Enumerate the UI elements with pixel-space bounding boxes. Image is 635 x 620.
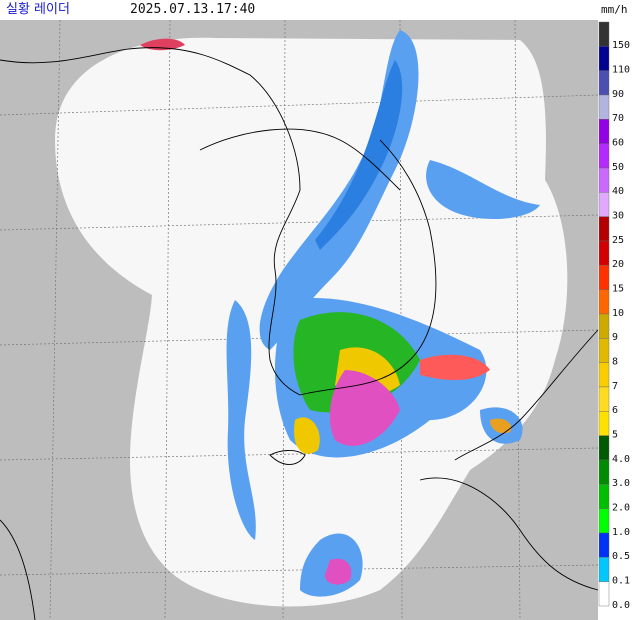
legend-label: 90 — [612, 89, 624, 100]
legend-swatch — [598, 119, 610, 144]
legend-swatch — [598, 411, 610, 436]
echoes — [140, 30, 540, 597]
legend-swatch — [598, 70, 610, 96]
legend-swatch — [598, 386, 610, 412]
legend-label: 15 — [612, 283, 624, 294]
legend-swatch — [598, 532, 610, 558]
legend-swatch — [598, 459, 610, 485]
timestamp: 2025.07.13.17:40 — [130, 2, 256, 17]
legend-swatch — [598, 508, 610, 534]
legend-label: 3.0 — [612, 478, 630, 489]
legend-swatch — [598, 46, 610, 71]
legend-swatch — [598, 167, 610, 193]
legend-swatch — [598, 240, 610, 266]
legend-label: 150 — [612, 40, 630, 51]
legend-swatch — [598, 338, 610, 363]
legend-label: 20 — [612, 259, 624, 270]
legend-label: 0.0 — [612, 600, 630, 611]
legend-label: 110 — [612, 64, 630, 75]
legend-label: 2.0 — [612, 502, 630, 513]
legend-swatch — [598, 94, 610, 120]
legend-swatch — [598, 143, 610, 169]
legend-label: 25 — [612, 235, 624, 246]
legend-label: 1.0 — [612, 527, 630, 538]
legend-swatch — [598, 557, 610, 582]
legend-label: 40 — [612, 186, 624, 197]
legend-label: 4.0 — [612, 454, 630, 465]
legend-label: 0.5 — [612, 551, 630, 562]
legend-swatch — [598, 435, 610, 461]
legend-label: 5 — [612, 429, 618, 440]
legend-swatch — [598, 265, 610, 290]
legend-swatch — [598, 216, 610, 242]
legend-label: 8 — [612, 356, 618, 367]
legend-label: 10 — [612, 308, 624, 319]
legend-label: 70 — [612, 113, 624, 124]
legend-swatch — [598, 362, 610, 388]
legend-label: 9 — [612, 332, 618, 343]
legend-label: 50 — [612, 162, 624, 173]
legend-swatch — [598, 289, 610, 315]
legend-swatch — [598, 484, 610, 509]
legend-swatch — [598, 21, 610, 47]
legend-swatch — [598, 192, 610, 217]
legend-label: 60 — [612, 137, 624, 148]
legend-label: 7 — [612, 381, 618, 392]
unit-label: mm/h — [601, 3, 628, 16]
legend-label: 30 — [612, 210, 624, 221]
legend-swatch — [598, 581, 610, 607]
legend-swatch — [598, 313, 610, 339]
legend-label: 0.1 — [612, 575, 630, 586]
title: 실황 레이더 — [6, 2, 70, 17]
coastlines — [0, 47, 599, 620]
legend: 150 110 90 70 60 50 40 30 25 20 15 10 9 8 7 6 5 4.0 3.0 2.0… — [598, 21, 630, 611]
legend-label: 6 — [612, 405, 618, 416]
